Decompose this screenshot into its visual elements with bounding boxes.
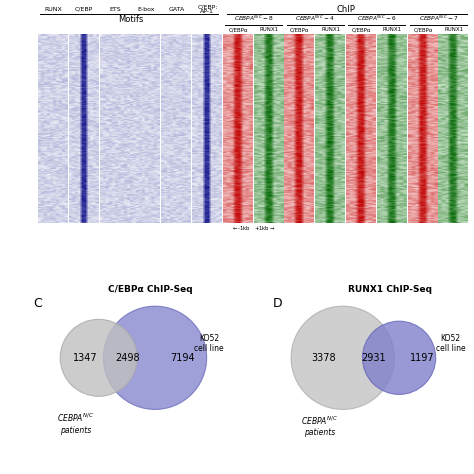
Text: C/EBP: C/EBP <box>75 7 93 12</box>
Text: C/EBPα: C/EBPα <box>290 27 310 32</box>
Text: Motifs: Motifs <box>118 15 143 24</box>
Circle shape <box>291 306 394 410</box>
Text: 3378: 3378 <box>311 353 336 363</box>
Text: RUNX: RUNX <box>45 7 62 12</box>
Text: C/EBPα: C/EBPα <box>352 27 371 32</box>
Circle shape <box>60 319 137 396</box>
Text: $CEBPA^{N/C}-7$: $CEBPA^{N/C}-7$ <box>419 14 458 24</box>
Text: C: C <box>33 297 42 310</box>
Text: RUNX1: RUNX1 <box>321 27 340 32</box>
Text: RUNX1: RUNX1 <box>259 27 279 32</box>
Text: $CEBPA^{N/C}$
patients: $CEBPA^{N/C}$ patients <box>301 414 338 437</box>
Text: $CEBPA^{N/C}-8$: $CEBPA^{N/C}-8$ <box>234 14 273 24</box>
Text: $CEBPA^{N/C}$
patients: $CEBPA^{N/C}$ patients <box>56 412 94 435</box>
Text: C/EBPα: C/EBPα <box>413 27 433 32</box>
Text: GATA: GATA <box>168 7 185 12</box>
Text: ETS: ETS <box>109 7 121 12</box>
Text: RUNX1: RUNX1 <box>383 27 402 32</box>
Text: 1347: 1347 <box>73 353 98 363</box>
Text: 2931: 2931 <box>361 353 385 363</box>
Text: C/EBPα ChIP-Seq: C/EBPα ChIP-Seq <box>108 285 192 294</box>
Text: C/EBPα: C/EBPα <box>228 27 248 32</box>
Text: D: D <box>273 297 282 310</box>
Text: 7194: 7194 <box>170 353 194 363</box>
Text: C/EBP:
AP-1: C/EBP: AP-1 <box>197 5 218 14</box>
Text: RUNX1 ChIP-Seq: RUNX1 ChIP-Seq <box>348 285 432 294</box>
Text: 2498: 2498 <box>116 353 140 363</box>
Text: RUNX1: RUNX1 <box>444 27 464 32</box>
Text: KO52
cell line: KO52 cell line <box>436 334 465 354</box>
Text: $\leftarrow$-1kb   +1kb$\rightarrow$: $\leftarrow$-1kb +1kb$\rightarrow$ <box>231 225 276 232</box>
Text: ChIP: ChIP <box>337 5 356 14</box>
Circle shape <box>363 321 436 394</box>
Text: $CEBPA^{N/C}-4$: $CEBPA^{N/C}-4$ <box>295 14 335 24</box>
Circle shape <box>103 306 207 410</box>
Text: KO52
cell line: KO52 cell line <box>194 334 224 354</box>
Text: $CEBPA^{N/C}-6$: $CEBPA^{N/C}-6$ <box>357 14 397 24</box>
Text: E-box: E-box <box>137 7 155 12</box>
Text: 1197: 1197 <box>410 353 435 363</box>
